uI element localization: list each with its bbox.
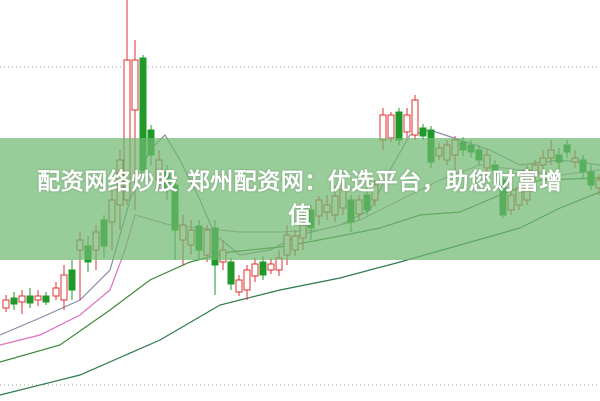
candle-body [131,59,139,111]
candle-body [68,269,76,291]
candle-body [60,274,68,301]
candle-body [235,279,243,293]
candle-body [26,295,34,304]
candle-body [34,295,42,301]
headline-text: 配资网络炒股 郑州配资网：优选平台，助您财富增值 [37,169,563,229]
candle-body [18,295,26,303]
candle-body [10,297,18,305]
candle-body [419,127,427,137]
candle-body [251,263,259,277]
candle-body [267,263,275,271]
candle-body [411,99,419,136]
candle-body [403,114,411,133]
candle-body [387,114,395,139]
candle-body [227,261,235,285]
candle-body [42,295,50,303]
candle-body [52,287,60,297]
candle-body [395,111,403,141]
candle-body [259,261,267,276]
candle-body [243,269,251,291]
candle-body [2,299,10,309]
candle-body [379,114,387,141]
headline-banner: 配资网络炒股 郑州配资网：优选平台，助您财富增值 [0,138,600,260]
